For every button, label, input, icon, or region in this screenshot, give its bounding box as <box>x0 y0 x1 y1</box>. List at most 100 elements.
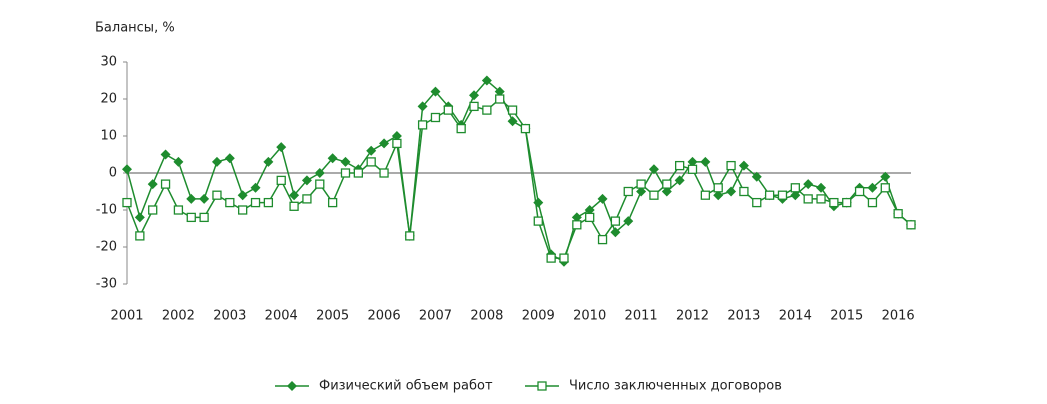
point <box>546 253 556 263</box>
point <box>507 105 518 115</box>
point <box>597 234 608 245</box>
point <box>726 186 737 197</box>
point <box>392 138 402 149</box>
point <box>276 175 286 186</box>
legend-marker <box>537 381 547 391</box>
point <box>481 75 492 86</box>
point <box>250 182 261 193</box>
y-tick-label: -10 <box>96 203 117 218</box>
point <box>417 120 428 130</box>
point <box>340 168 351 178</box>
x-tick-label: 2007 <box>419 309 452 324</box>
point <box>520 123 531 134</box>
point <box>713 183 723 193</box>
point <box>739 186 749 197</box>
x-tick-label: 2005 <box>316 309 349 324</box>
point <box>572 220 582 230</box>
point <box>610 227 621 238</box>
point <box>379 138 390 149</box>
point <box>302 194 312 204</box>
point <box>263 197 274 208</box>
legend-label: Число заключенных договоров <box>569 379 782 394</box>
y-tick-label: 20 <box>100 92 117 107</box>
point <box>122 164 132 175</box>
point <box>687 164 698 174</box>
point <box>738 160 749 171</box>
point <box>623 216 634 227</box>
point <box>212 190 222 200</box>
point <box>301 175 312 186</box>
point <box>880 171 891 182</box>
point <box>571 212 582 223</box>
point <box>713 190 724 201</box>
point <box>790 190 801 201</box>
point <box>353 168 363 178</box>
point <box>648 164 659 175</box>
point <box>816 182 827 193</box>
y-tick-label: 0 <box>109 166 117 181</box>
x-tick-label: 2002 <box>162 309 195 324</box>
x-tick-label: 2006 <box>368 309 401 324</box>
x-tick-label: 2015 <box>830 309 863 324</box>
point <box>764 190 775 200</box>
point <box>430 86 441 97</box>
point <box>585 212 595 223</box>
point <box>405 231 415 241</box>
point <box>186 193 197 204</box>
point <box>134 212 145 223</box>
point <box>777 190 788 200</box>
series-line <box>126 79 912 263</box>
point <box>160 149 171 160</box>
x-tick-label: 2004 <box>265 309 298 324</box>
point <box>623 186 633 197</box>
x-tick-label: 2001 <box>110 309 143 324</box>
point <box>469 90 480 101</box>
point <box>507 116 518 127</box>
point <box>443 105 453 115</box>
point <box>674 175 685 186</box>
point <box>430 112 441 123</box>
x-tick-label: 2014 <box>779 309 812 324</box>
y-tick-label: 30 <box>100 55 117 70</box>
x-tick-label: 2013 <box>727 309 760 324</box>
y-tick-label: -20 <box>96 240 117 255</box>
point <box>173 205 184 215</box>
point <box>661 186 672 197</box>
point <box>842 197 852 208</box>
point <box>726 160 736 171</box>
point <box>867 182 878 193</box>
point <box>610 216 621 226</box>
point <box>494 86 505 97</box>
point <box>391 131 402 141</box>
point <box>289 190 300 201</box>
point <box>148 205 158 215</box>
point <box>276 142 287 153</box>
point <box>752 197 762 208</box>
point <box>340 156 351 167</box>
point <box>160 179 171 189</box>
point <box>225 197 235 208</box>
point <box>147 179 158 190</box>
x-tick-label: 2012 <box>676 309 709 324</box>
point <box>211 156 222 167</box>
point <box>906 220 916 230</box>
point <box>327 153 338 164</box>
point <box>289 201 299 211</box>
x-tick-label: 2010 <box>573 309 606 324</box>
point <box>186 212 196 223</box>
point <box>122 197 132 208</box>
point <box>417 101 428 112</box>
y-tick-label: 10 <box>100 129 117 144</box>
x-tick-label: 2008 <box>470 309 503 324</box>
point <box>533 216 543 226</box>
y-tick-label: -30 <box>96 277 117 292</box>
point <box>854 186 865 197</box>
point <box>237 190 248 201</box>
point <box>250 197 261 208</box>
point <box>199 212 209 223</box>
point <box>199 193 210 204</box>
point <box>495 94 505 104</box>
legend-marker <box>287 381 297 391</box>
point <box>584 205 595 215</box>
